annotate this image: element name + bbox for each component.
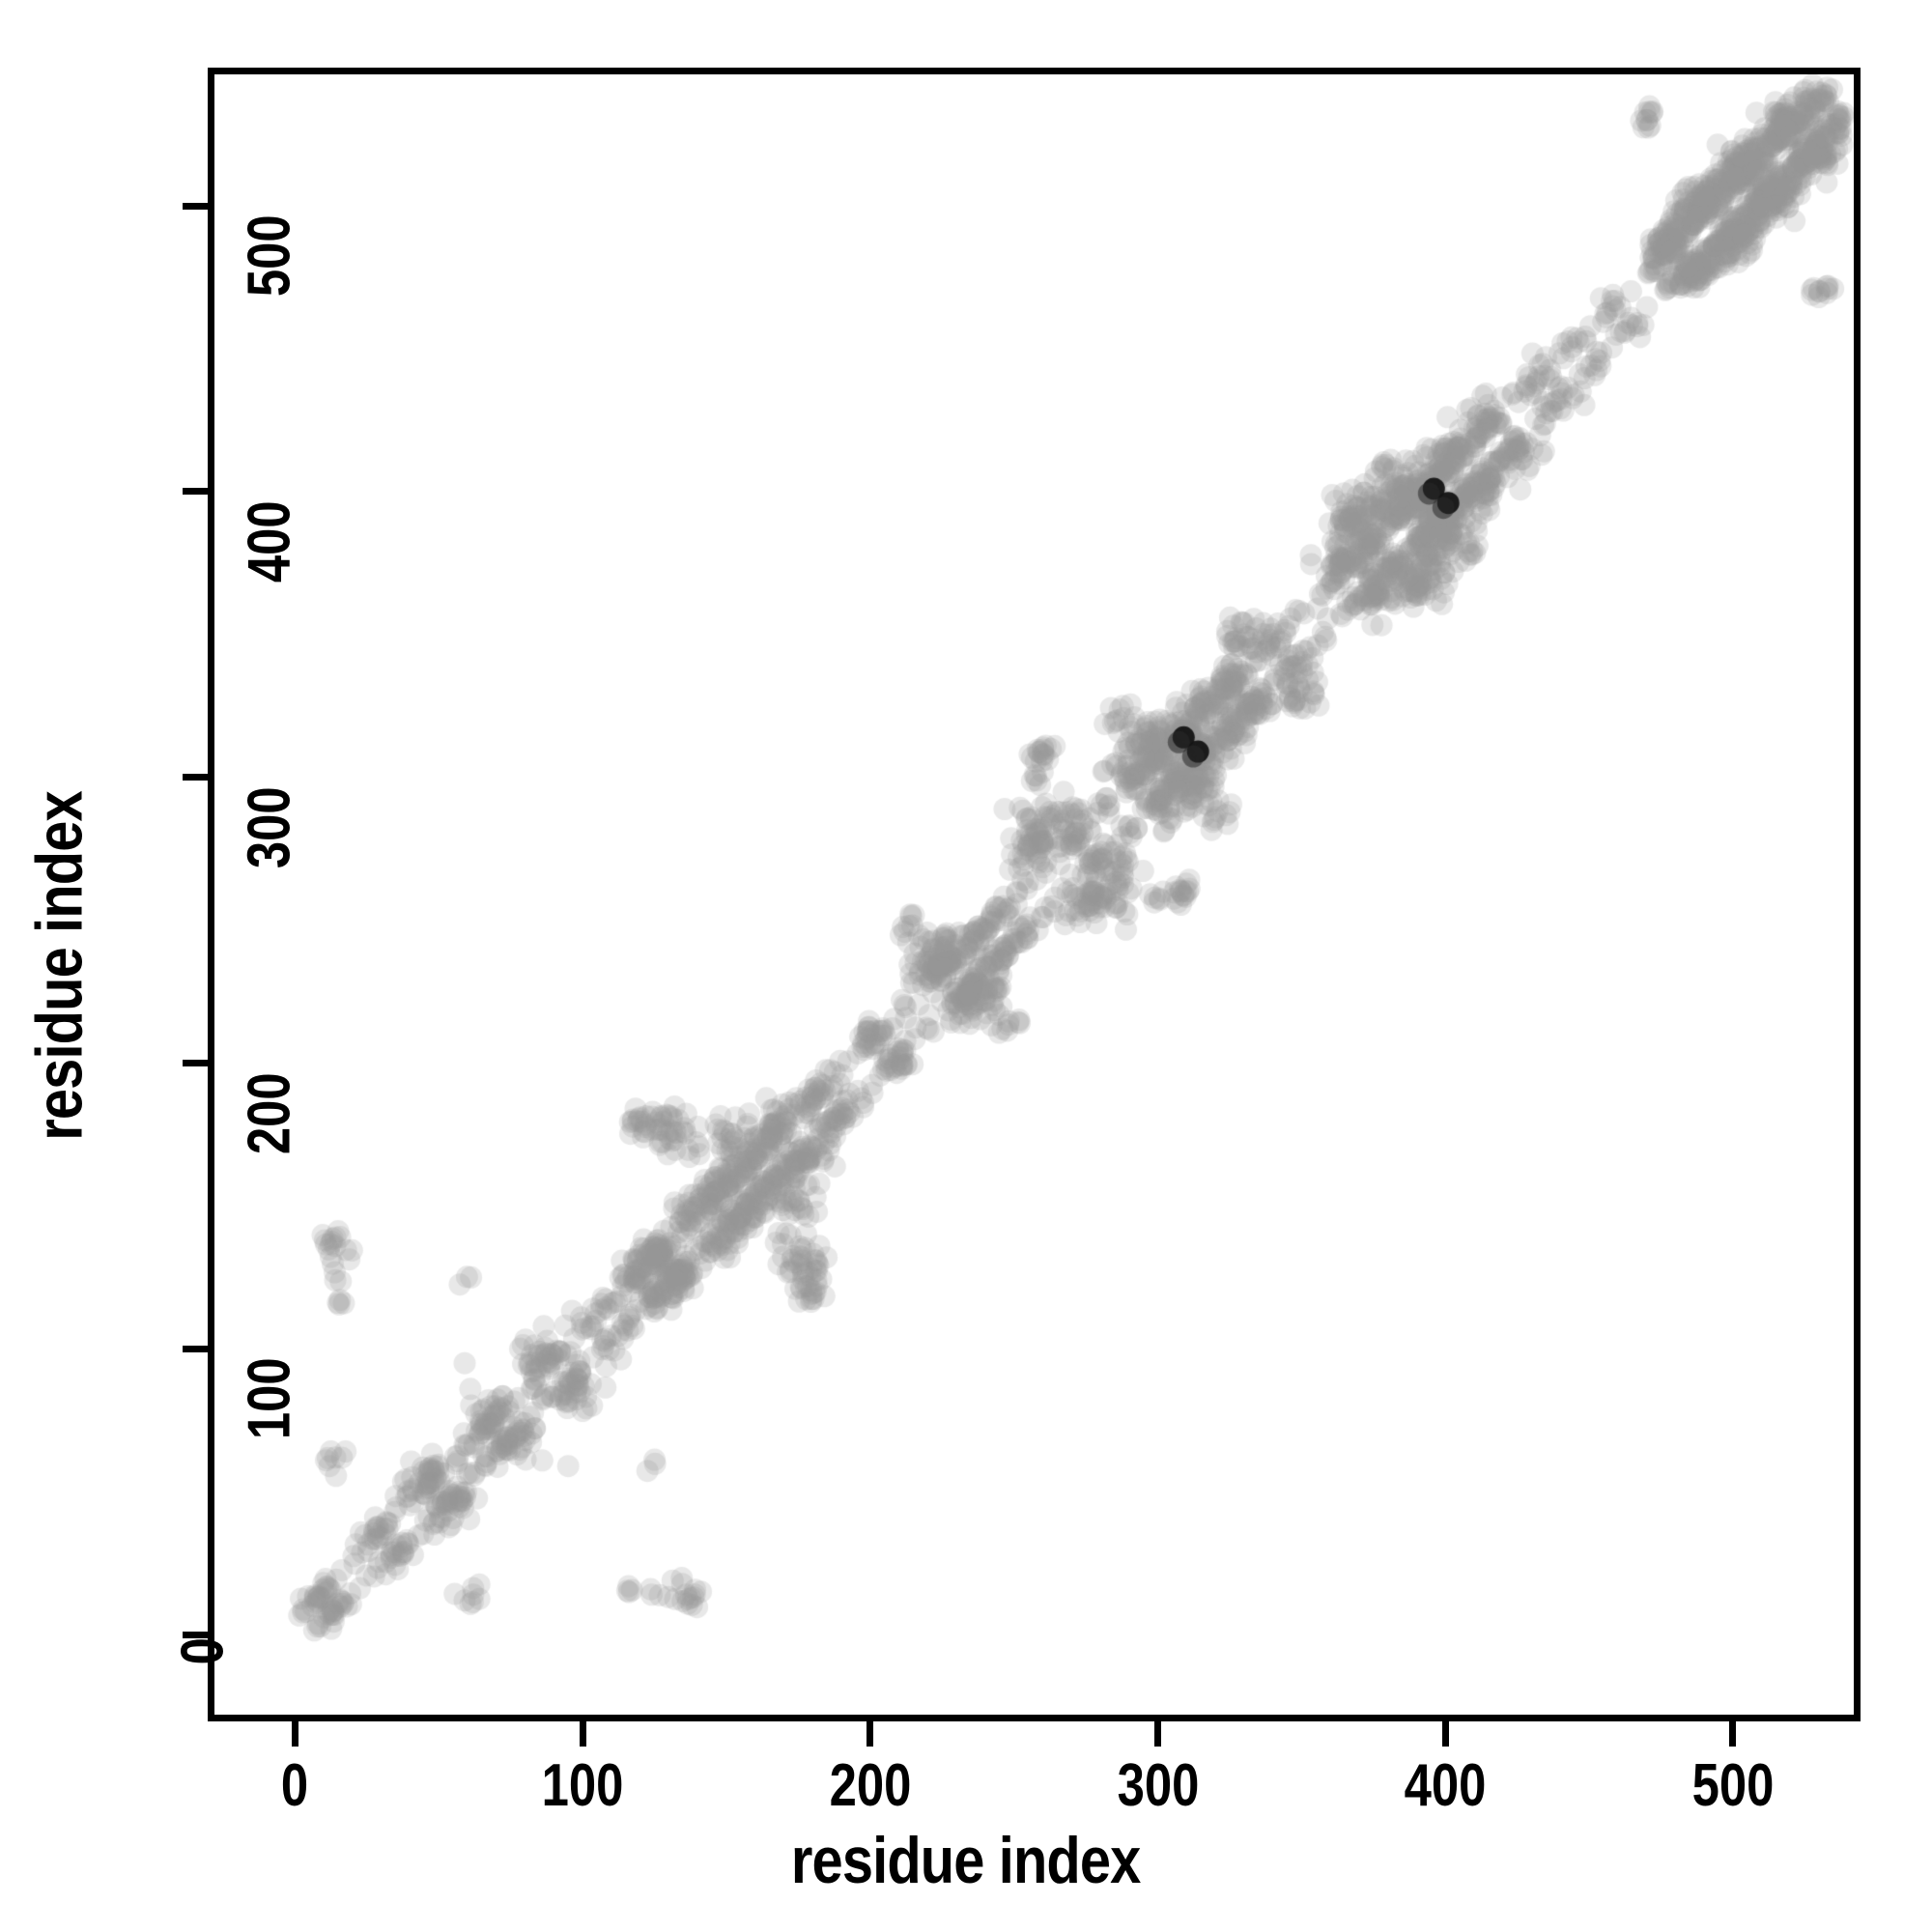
x-tick-300 [1154,1721,1162,1747]
y-tick-label-0: 0 [169,1634,237,1667]
y-tick-label-300: 300 [236,778,303,877]
x-tick-200 [867,1721,874,1747]
x-tick-label-300: 300 [1108,1756,1208,1816]
x-tick-label-text: 300 [1117,1752,1199,1819]
y-axis-label: residue index [21,0,99,1932]
x-tick-label-100: 100 [532,1756,632,1816]
y-tick-label-400: 400 [236,492,303,591]
y-tick-label-text: 100 [236,1357,303,1440]
y-tick-300 [183,774,208,781]
x-axis-label-text: residue index [791,1824,1141,1897]
y-tick-label-text: 300 [236,786,303,868]
x-tick-label-400: 400 [1396,1756,1495,1816]
x-tick-500 [1729,1721,1737,1747]
y-tick-label-200: 200 [236,1064,303,1163]
y-tick-label-100: 100 [236,1349,303,1448]
y-tick-label-text: 500 [236,214,303,298]
y-tick-label-500: 500 [236,206,303,305]
x-tick-label-text: 400 [1404,1752,1487,1819]
plot-area [208,68,1861,1721]
x-tick-label-text: 500 [1691,1752,1775,1819]
y-tick-label-text: 0 [169,1637,237,1665]
y-tick-500 [183,202,208,210]
y-tick-100 [183,1345,208,1352]
x-tick-label-text: 100 [541,1752,624,1819]
x-tick-label-500: 500 [1683,1756,1782,1816]
x-tick-label-text: 0 [281,1752,309,1819]
y-tick-400 [183,488,208,496]
x-tick-label-200: 200 [820,1756,920,1816]
x-tick-100 [579,1721,586,1747]
x-tick-label-text: 200 [829,1752,912,1819]
y-axis-label-text: residue index [23,791,98,1141]
x-tick-400 [1441,1721,1449,1747]
y-tick-0 [183,1631,208,1638]
x-tick-0 [291,1721,298,1747]
y-tick-200 [183,1060,208,1067]
x-tick-label-0: 0 [278,1756,311,1816]
x-axis-label: residue index [0,1826,1932,1895]
y-tick-label-text: 400 [236,500,303,583]
scatter-plot-canvas [214,74,1854,1715]
y-tick-label-text: 200 [236,1071,303,1154]
